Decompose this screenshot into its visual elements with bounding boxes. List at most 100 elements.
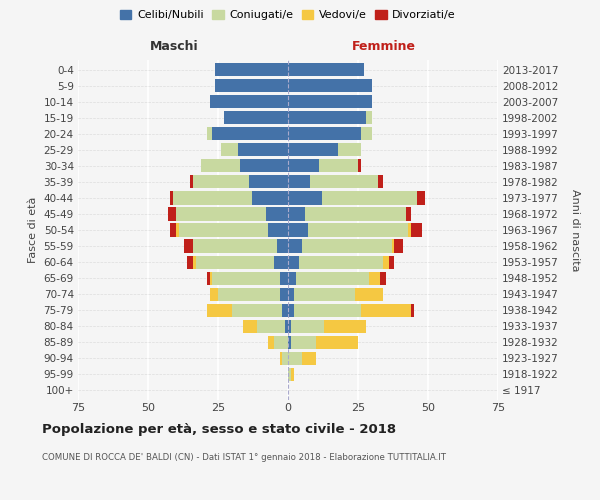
Bar <box>409 224 411 236</box>
Bar <box>241 160 288 172</box>
Bar <box>291 320 325 333</box>
Bar <box>280 352 283 365</box>
Bar <box>296 272 369 284</box>
Bar <box>238 143 288 156</box>
Bar <box>302 240 392 252</box>
Bar <box>291 368 293 381</box>
Bar <box>288 256 299 268</box>
Bar <box>232 304 283 317</box>
Bar <box>316 336 358 349</box>
Bar <box>288 79 372 92</box>
Bar <box>355 288 383 300</box>
Bar <box>187 256 193 268</box>
Bar <box>411 304 414 317</box>
Bar <box>212 272 280 284</box>
Bar <box>322 192 417 204</box>
Bar <box>215 63 288 76</box>
Bar <box>212 127 288 140</box>
Bar <box>193 240 277 252</box>
Bar <box>280 272 288 284</box>
Bar <box>411 224 422 236</box>
Bar <box>361 127 372 140</box>
Bar <box>209 288 218 300</box>
Bar <box>288 192 322 204</box>
Bar <box>167 208 176 220</box>
Bar <box>243 320 257 333</box>
Bar <box>215 79 288 92</box>
Bar <box>196 256 274 268</box>
Bar <box>170 192 173 204</box>
Bar <box>209 95 288 108</box>
Bar <box>170 224 176 236</box>
Bar <box>249 176 288 188</box>
Bar <box>288 272 296 284</box>
Bar <box>288 127 361 140</box>
Bar <box>283 304 288 317</box>
Bar <box>305 208 406 220</box>
Text: Maschi: Maschi <box>149 40 199 52</box>
Legend: Celibi/Nubili, Coniugati/e, Vedovi/e, Divorziati/e: Celibi/Nubili, Coniugati/e, Vedovi/e, Di… <box>116 6 460 25</box>
Bar <box>288 288 293 300</box>
Bar <box>369 272 380 284</box>
Bar <box>173 192 251 204</box>
Bar <box>325 320 367 333</box>
Bar <box>288 208 305 220</box>
Bar <box>218 288 280 300</box>
Bar <box>338 143 361 156</box>
Bar <box>288 160 319 172</box>
Bar <box>207 304 232 317</box>
Bar <box>257 320 285 333</box>
Bar <box>392 240 394 252</box>
Bar <box>274 336 288 349</box>
Bar <box>251 192 288 204</box>
Bar <box>176 208 266 220</box>
Bar <box>302 352 316 365</box>
Bar <box>299 256 383 268</box>
Bar <box>221 143 238 156</box>
Text: COMUNE DI ROCCA DE' BALDI (CN) - Dati ISTAT 1° gennaio 2018 - Elaborazione TUTTI: COMUNE DI ROCCA DE' BALDI (CN) - Dati IS… <box>42 452 446 462</box>
Bar <box>293 304 361 317</box>
Bar <box>209 272 212 284</box>
Bar <box>179 224 268 236</box>
Bar <box>274 256 288 268</box>
Bar <box>389 256 394 268</box>
Bar <box>377 176 383 188</box>
Bar <box>288 63 364 76</box>
Bar <box>288 224 308 236</box>
Bar <box>201 160 241 172</box>
Bar <box>184 240 193 252</box>
Bar <box>288 111 367 124</box>
Bar <box>358 160 361 172</box>
Bar <box>380 272 386 284</box>
Bar <box>291 336 316 349</box>
Bar <box>193 256 196 268</box>
Bar <box>288 352 302 365</box>
Bar <box>288 304 293 317</box>
Bar <box>288 368 291 381</box>
Bar <box>193 176 249 188</box>
Bar <box>288 320 291 333</box>
Bar <box>266 208 288 220</box>
Bar <box>285 320 288 333</box>
Bar <box>176 224 179 236</box>
Bar <box>308 224 409 236</box>
Bar <box>293 288 355 300</box>
Bar <box>394 240 403 252</box>
Bar <box>268 336 274 349</box>
Bar <box>288 143 338 156</box>
Bar <box>277 240 288 252</box>
Bar <box>288 336 291 349</box>
Bar <box>319 160 358 172</box>
Bar <box>417 192 425 204</box>
Bar <box>288 176 310 188</box>
Text: Femmine: Femmine <box>352 40 416 52</box>
Bar <box>383 256 389 268</box>
Bar <box>207 127 212 140</box>
Bar <box>190 176 193 188</box>
Text: Popolazione per età, sesso e stato civile - 2018: Popolazione per età, sesso e stato civil… <box>42 422 396 436</box>
Bar <box>280 288 288 300</box>
Bar <box>283 352 288 365</box>
Bar <box>406 208 411 220</box>
Bar <box>310 176 377 188</box>
Bar <box>361 304 411 317</box>
